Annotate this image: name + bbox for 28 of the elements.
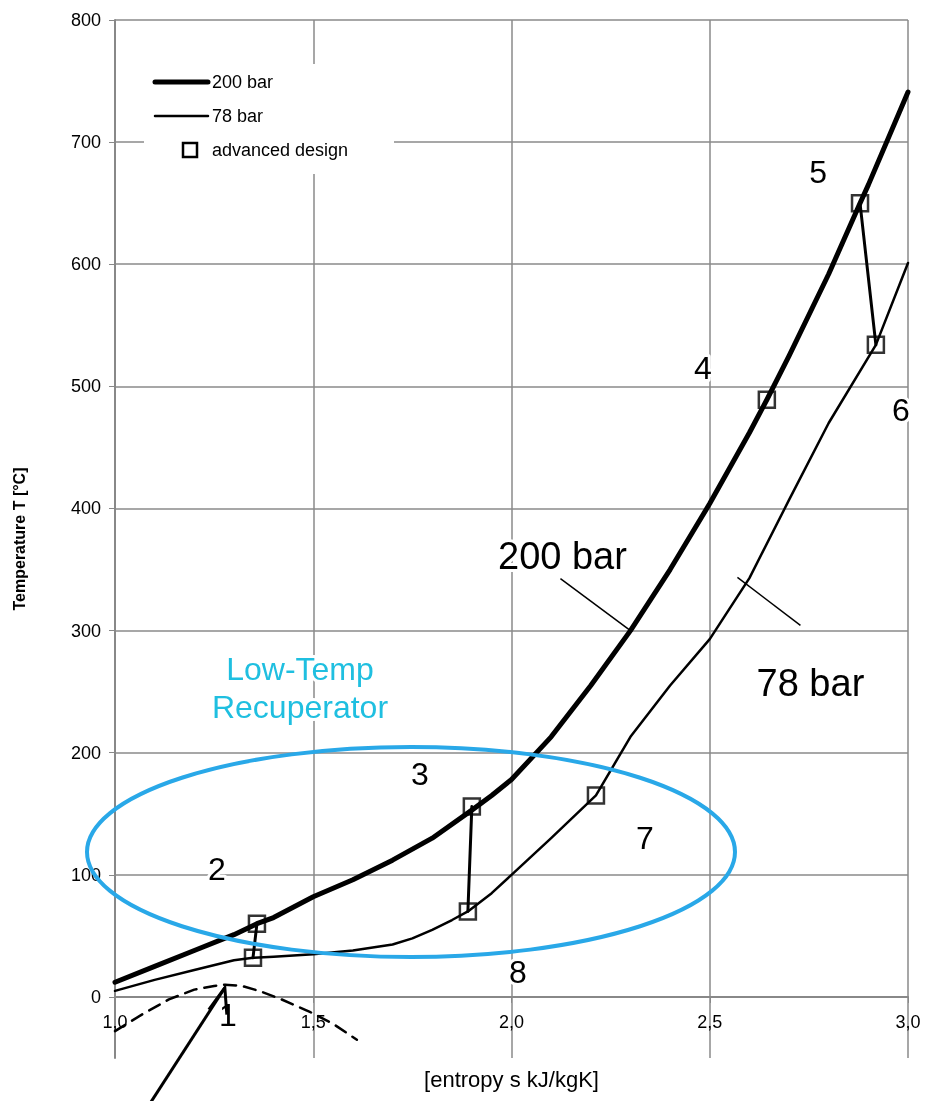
x-tick-label: 2,0 xyxy=(498,1011,525,1032)
annotation: 3 xyxy=(410,755,429,792)
annotation: 200 bar xyxy=(498,534,628,577)
annotation: 4 xyxy=(693,349,712,386)
annotation: 5 xyxy=(809,154,827,191)
x-tick-label: 2,5 xyxy=(697,1011,723,1032)
y-tick-label: 400 xyxy=(70,498,101,519)
legend-label: 78 bar xyxy=(212,106,264,126)
y-tick-label: 700 xyxy=(70,132,101,153)
y-tick-label: 800 xyxy=(70,10,101,30)
x-tick-label: 1,5 xyxy=(300,1011,326,1032)
y-tick-label: 600 xyxy=(70,254,101,275)
annotation: 6 xyxy=(891,392,910,429)
legend-label: 200 bar xyxy=(212,72,274,92)
annotation: 7 xyxy=(636,819,654,856)
x-tick-label: 1,0 xyxy=(102,1011,128,1032)
x-axis-title: [entropy s kJ/kgK] xyxy=(424,1067,599,1093)
y-tick-label: 500 xyxy=(70,376,101,397)
annotation: 2 xyxy=(208,850,226,887)
annotation: 8 xyxy=(508,953,527,990)
y-tick-label: 0 xyxy=(90,986,101,1007)
annotation: Low-Temp Recuperator xyxy=(211,651,389,726)
y-tick-label: 300 xyxy=(70,620,101,641)
annotation: 78 bar xyxy=(756,661,865,704)
x-tick-label: 3,0 xyxy=(895,1011,921,1032)
legend-label: advanced design xyxy=(212,140,349,160)
y-axis-title: Temperature T [°C] xyxy=(10,467,28,611)
y-tick-label: 200 xyxy=(70,742,101,763)
